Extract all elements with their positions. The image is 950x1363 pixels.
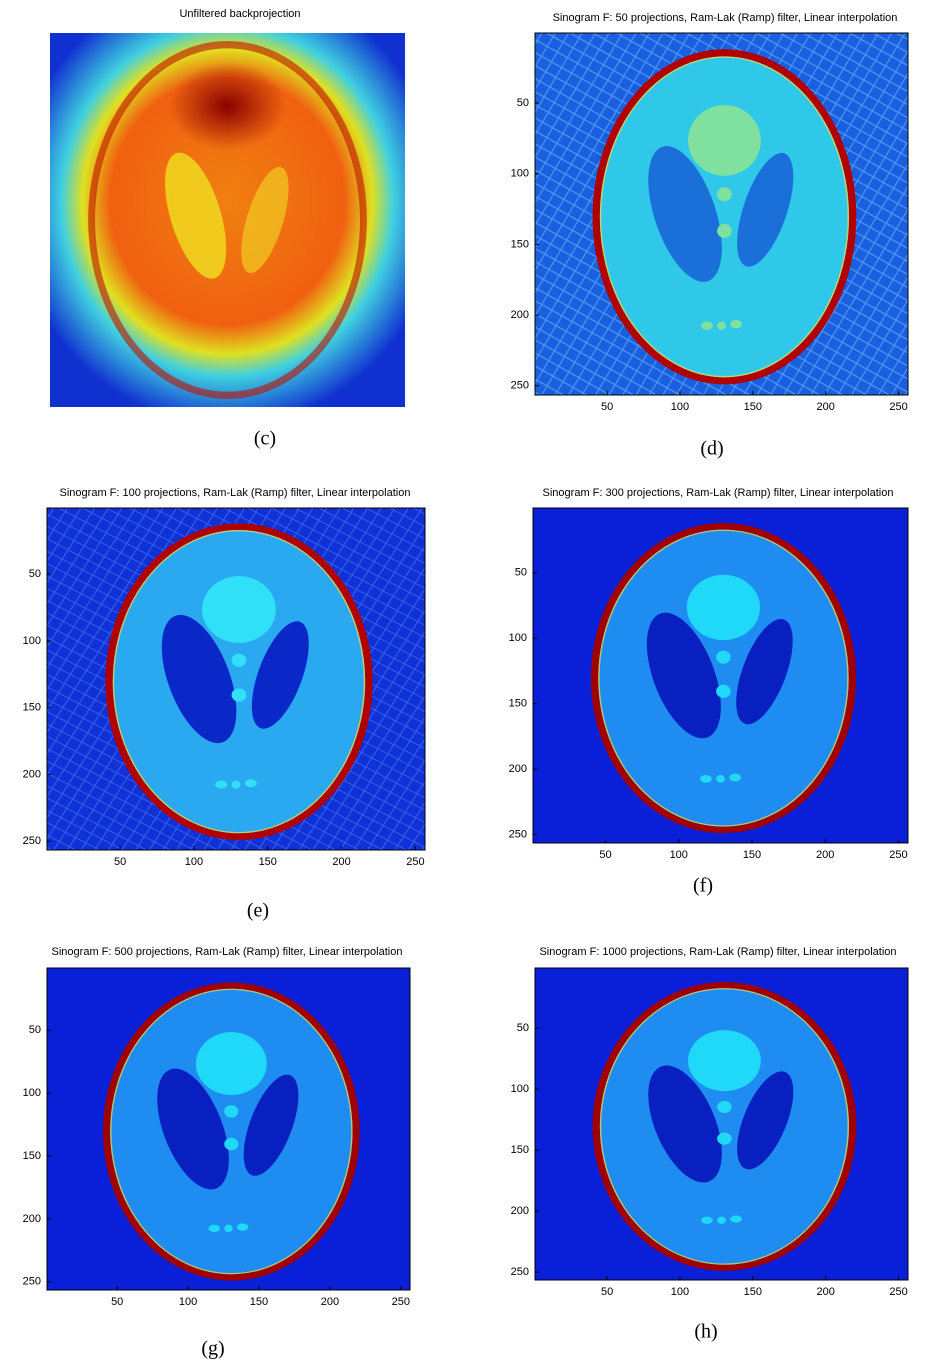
axes-box [534, 967, 909, 1281]
panel-title: Sinogram F: 50 projections, Ram-Lak (Ram… [553, 12, 898, 24]
x-tick-label: 50 [601, 401, 613, 413]
y-tick-label: 250 [511, 380, 529, 392]
y-tick-label: 150 [511, 1144, 529, 1156]
reconstruction-image [47, 508, 425, 850]
x-tick-label: 50 [111, 1296, 123, 1308]
x-tick-label: 50 [599, 849, 611, 861]
y-tick-label: 250 [511, 1266, 529, 1278]
panel: Sinogram F: 300 projections, Ram-Lak (Ra… [509, 487, 909, 897]
x-tick-label: 50 [601, 1286, 613, 1298]
x-tick-label: 100 [670, 849, 688, 861]
y-tick-label: 50 [515, 567, 527, 579]
y-tick-label: 50 [29, 568, 41, 580]
panel: Unfiltered backprojection (c) [50, 8, 405, 450]
panel-title: Sinogram F: 100 projections, Ram-Lak (Ra… [60, 487, 411, 499]
x-tick-label: 250 [406, 856, 424, 868]
axes-box [46, 507, 426, 851]
y-tick-label: 50 [29, 1024, 41, 1036]
x-tick-label: 200 [816, 1286, 834, 1298]
y-tick-label: 200 [511, 309, 529, 321]
x-tick-label: 100 [179, 1296, 197, 1308]
panel-caption: (h) [694, 1321, 717, 1343]
axes-box [534, 32, 909, 396]
panel-title: Sinogram F: 500 projections, Ram-Lak (Ra… [52, 946, 403, 958]
y-tick-label: 100 [23, 1087, 41, 1099]
y-tick-label: 100 [509, 632, 527, 644]
panel-caption: (c) [254, 428, 276, 450]
panel-caption: (f) [693, 875, 713, 897]
reconstruction-image [535, 968, 908, 1280]
y-tick-label: 50 [517, 97, 529, 109]
panel-title: Sinogram F: 1000 projections, Ram-Lak (R… [539, 946, 896, 958]
panel-caption: (g) [201, 1338, 224, 1360]
y-tick-label: 150 [509, 698, 527, 710]
x-tick-label: 100 [671, 401, 689, 413]
y-tick-label: 250 [23, 1276, 41, 1288]
panel-title: Sinogram F: 300 projections, Ram-Lak (Ra… [543, 487, 894, 499]
x-tick-label: 150 [744, 1286, 762, 1298]
y-tick-label: 50 [517, 1022, 529, 1034]
panel: Sinogram F: 50 projections, Ram-Lak (Ram… [511, 12, 909, 460]
reconstruction-image [47, 968, 410, 1290]
panel: Sinogram F: 1000 projections, Ram-Lak (R… [511, 946, 909, 1343]
x-tick-label: 150 [250, 1296, 268, 1308]
x-tick-label: 250 [889, 401, 907, 413]
panel-caption: (e) [247, 900, 269, 922]
x-tick-label: 150 [259, 856, 277, 868]
x-tick-label: 200 [816, 401, 834, 413]
y-tick-label: 150 [23, 702, 41, 714]
x-tick-label: 150 [744, 401, 762, 413]
y-tick-label: 100 [511, 1083, 529, 1095]
x-tick-label: 250 [392, 1296, 410, 1308]
y-tick-label: 100 [23, 635, 41, 647]
reconstruction-image [535, 33, 908, 395]
x-tick-label: 250 [889, 849, 907, 861]
x-tick-label: 200 [332, 856, 350, 868]
y-tick-label: 200 [23, 768, 41, 780]
panel-caption: (d) [700, 438, 723, 460]
x-tick-label: 250 [889, 1286, 907, 1298]
y-tick-label: 200 [511, 1205, 529, 1217]
axes-box [532, 507, 909, 844]
y-tick-label: 250 [509, 828, 527, 840]
panel-title: Unfiltered backprojection [179, 8, 300, 20]
y-tick-label: 150 [23, 1150, 41, 1162]
x-tick-label: 200 [816, 849, 834, 861]
x-tick-label: 50 [114, 856, 126, 868]
reconstruction-image [50, 33, 405, 407]
panel: Sinogram F: 500 projections, Ram-Lak (Ra… [23, 946, 411, 1360]
y-tick-label: 200 [509, 763, 527, 775]
y-tick-label: 150 [511, 238, 529, 250]
x-tick-label: 150 [743, 849, 761, 861]
y-tick-label: 250 [23, 835, 41, 847]
x-tick-label: 200 [321, 1296, 339, 1308]
y-tick-label: 200 [23, 1213, 41, 1225]
x-tick-label: 100 [185, 856, 203, 868]
panel: Sinogram F: 100 projections, Ram-Lak (Ra… [23, 487, 426, 922]
x-tick-label: 100 [671, 1286, 689, 1298]
axes-box [46, 967, 411, 1291]
y-tick-label: 100 [511, 168, 529, 180]
reconstruction-image [533, 508, 908, 843]
